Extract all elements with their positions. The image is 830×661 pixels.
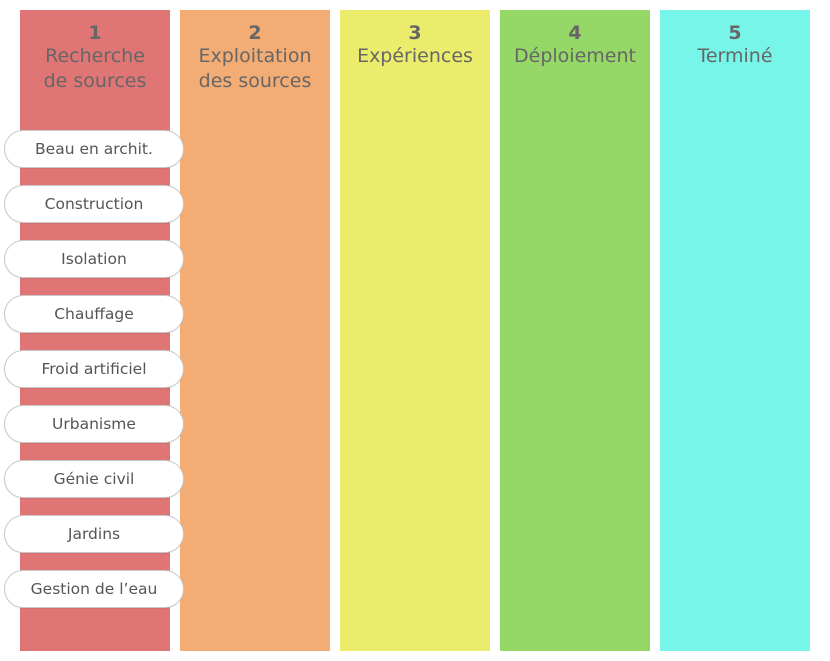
card-jardins[interactable]: Jardins xyxy=(4,515,184,553)
column-number: 1 xyxy=(88,22,102,44)
column-number: 4 xyxy=(568,22,582,44)
column-title: Recherche de sources xyxy=(43,45,147,92)
column-exploitation-des-sources: 2 Exploitation des sources xyxy=(180,10,330,651)
column-termine: 5 Terminé xyxy=(660,10,810,651)
column-number: 5 xyxy=(728,22,742,44)
card-froid-artificiel[interactable]: Froid artificiel xyxy=(4,350,184,388)
column-deploiement: 4 Déploiement xyxy=(500,10,650,651)
column-title: Déploiement xyxy=(514,45,636,67)
column-title: Exploitation des sources xyxy=(198,45,312,92)
column-title: Expériences xyxy=(357,45,473,67)
card-chauffage[interactable]: Chauffage xyxy=(4,295,184,333)
column-experiences: 3 Expériences xyxy=(340,10,490,651)
card-genie-civil[interactable]: Génie civil xyxy=(4,460,184,498)
column-number: 3 xyxy=(408,22,422,44)
card-urbanisme[interactable]: Urbanisme xyxy=(4,405,184,443)
column-number: 2 xyxy=(248,22,262,44)
column-title: Terminé xyxy=(697,45,773,67)
card-gestion-de-l-eau[interactable]: Gestion de l’eau xyxy=(4,570,184,608)
card-isolation[interactable]: Isolation xyxy=(4,240,184,278)
card-construction[interactable]: Construction xyxy=(4,185,184,223)
card-beau-en-archit[interactable]: Beau en archit. xyxy=(4,130,184,168)
